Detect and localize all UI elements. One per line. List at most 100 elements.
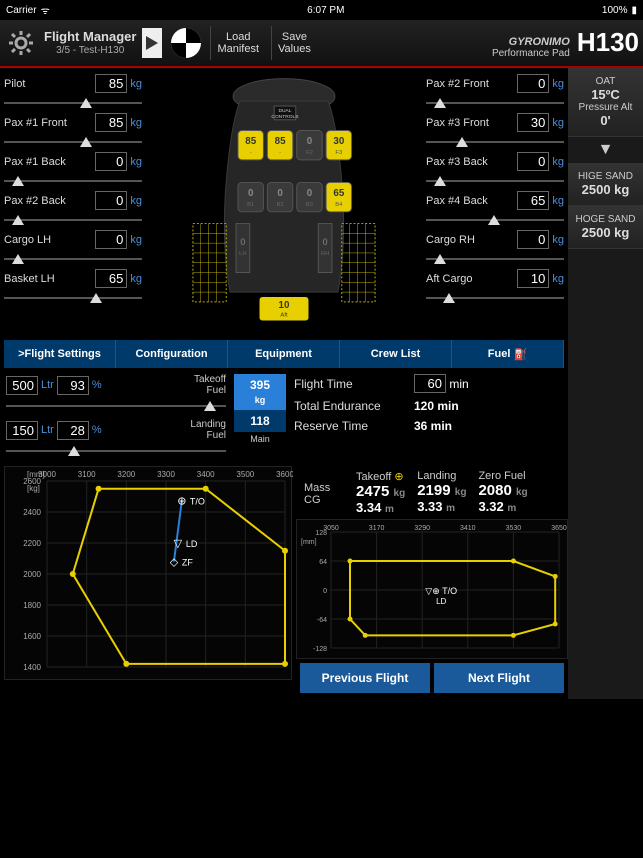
- svg-text:3300: 3300: [157, 470, 175, 479]
- load-label: Pax #4 Back: [426, 195, 514, 207]
- save-values-button[interactable]: Save Values: [271, 26, 317, 60]
- load-label: Pax #3 Front: [426, 117, 514, 129]
- landing-fuel-slider[interactable]: [6, 442, 226, 460]
- svg-text:85: 85: [245, 136, 256, 147]
- load-label: Pax #1 Front: [4, 117, 92, 129]
- load-manifest-button[interactable]: Load Manifest: [210, 26, 265, 60]
- load-value-input[interactable]: 0: [95, 152, 127, 171]
- load-slider[interactable]: [426, 289, 564, 307]
- svg-text:RH: RH: [321, 251, 329, 257]
- svg-text:3600: 3600: [276, 470, 293, 479]
- tab-configuration[interactable]: Configuration: [116, 340, 228, 368]
- load-value-input[interactable]: 0: [517, 152, 549, 171]
- svg-text:LD: LD: [186, 539, 198, 549]
- svg-text:3530: 3530: [506, 525, 522, 532]
- load-slider[interactable]: [426, 250, 564, 268]
- load-label: Pilot: [4, 78, 92, 90]
- load-value-input[interactable]: 0: [517, 74, 549, 93]
- svg-text:CONTROLS: CONTROLS: [271, 114, 299, 120]
- load-value-input[interactable]: 85: [95, 74, 127, 93]
- svg-text:85: 85: [275, 136, 286, 147]
- load-label: Aft Cargo: [426, 273, 514, 285]
- expand-sidebar-icon[interactable]: ▼: [568, 137, 643, 163]
- load-value-input[interactable]: 10: [517, 269, 549, 288]
- svg-text:1800: 1800: [23, 601, 41, 610]
- tab-equipment[interactable]: Equipment: [228, 340, 340, 368]
- play-icon[interactable]: [142, 28, 162, 58]
- load-label: Pax #2 Front: [426, 78, 514, 90]
- svg-text:B1: B1: [247, 202, 254, 208]
- svg-text:F2: F2: [306, 150, 313, 156]
- takeoff-fuel-slider[interactable]: [6, 397, 226, 415]
- load-label: Cargo RH: [426, 234, 514, 246]
- load-slider[interactable]: [4, 289, 142, 307]
- svg-text:LD: LD: [436, 597, 446, 606]
- svg-text:ZF: ZF: [182, 558, 193, 568]
- previous-flight-button[interactable]: Previous Flight: [300, 663, 430, 693]
- load-value-input[interactable]: 30: [517, 113, 549, 132]
- flight-time-input[interactable]: 60: [414, 374, 446, 393]
- svg-text:-128: -128: [313, 646, 327, 653]
- carrier-text: Carrier: [6, 5, 37, 16]
- lateral-cg-chart: 305031703290341035303650-128-64064128[mm…: [296, 519, 568, 659]
- svg-text:0: 0: [307, 188, 313, 199]
- takeoff-fuel-pct: 93: [57, 376, 89, 395]
- load-value-input[interactable]: 85: [95, 113, 127, 132]
- load-slider[interactable]: [426, 133, 564, 151]
- next-flight-button[interactable]: Next Flight: [434, 663, 564, 693]
- landing-fuel-input[interactable]: 150: [6, 421, 38, 440]
- svg-text:3650: 3650: [551, 525, 567, 532]
- svg-text:▽: ▽: [174, 538, 183, 550]
- endurance-value: 120 min: [414, 399, 459, 413]
- svg-text:10: 10: [279, 300, 290, 311]
- load-value-input[interactable]: 65: [95, 269, 127, 288]
- load-slider[interactable]: [4, 94, 142, 112]
- tab-fuel[interactable]: Fuel ⛽: [452, 340, 564, 368]
- svg-text:3170: 3170: [369, 525, 385, 532]
- svg-text:DUAL: DUAL: [278, 108, 291, 114]
- svg-text:0: 0: [248, 188, 254, 199]
- svg-text:0: 0: [240, 237, 245, 247]
- tab-flight-settings[interactable]: Flight Settings: [4, 340, 116, 368]
- load-slider[interactable]: [4, 250, 142, 268]
- load-slider[interactable]: [426, 172, 564, 190]
- oat-block[interactable]: OAT 15ºC Pressure Alt 0': [568, 68, 643, 137]
- load-label: Pax #3 Back: [426, 156, 514, 168]
- svg-text:⊕: ⊕: [177, 495, 186, 507]
- svg-text:3290: 3290: [414, 525, 430, 532]
- load-label: Cargo LH: [4, 234, 92, 246]
- takeoff-fuel-input[interactable]: 500: [6, 376, 38, 395]
- cg-target-icon[interactable]: [168, 25, 204, 61]
- svg-text:3200: 3200: [117, 470, 135, 479]
- landing-fuel-pct: 28: [57, 421, 89, 440]
- svg-text:F3: F3: [335, 150, 342, 156]
- load-value-input[interactable]: 0: [95, 191, 127, 210]
- svg-text:64: 64: [319, 559, 327, 566]
- load-value-input[interactable]: 0: [517, 230, 549, 249]
- svg-text:1600: 1600: [23, 632, 41, 641]
- load-value-input[interactable]: 65: [517, 191, 549, 210]
- load-slider[interactable]: [4, 133, 142, 151]
- svg-text:[mm]: [mm]: [301, 539, 317, 546]
- fuel-bar: 395kg 118 Main: [234, 374, 286, 444]
- settings-gear-icon[interactable]: [4, 26, 38, 60]
- tab-crew-list[interactable]: Crew List: [340, 340, 452, 368]
- svg-text:2200: 2200: [23, 539, 41, 548]
- load-slider[interactable]: [4, 211, 142, 229]
- load-slider[interactable]: [426, 211, 564, 229]
- svg-text:3400: 3400: [197, 470, 215, 479]
- load-slider[interactable]: [4, 172, 142, 190]
- svg-text:▽⊕ T/O: ▽⊕ T/O: [425, 586, 457, 596]
- wifi-icon: ᯤ: [41, 3, 50, 17]
- flight-manager-button[interactable]: Flight Manager 3/5 - Test-H130: [44, 30, 136, 55]
- svg-text:30: 30: [333, 136, 344, 147]
- svg-text:[mm]: [mm]: [27, 470, 45, 479]
- svg-text:LH: LH: [239, 251, 247, 257]
- loading-panel: Pilot85kgPax #1 Front85kgPax #1 Back0kgP…: [0, 68, 568, 338]
- svg-text:-: -: [279, 150, 281, 156]
- load-slider[interactable]: [426, 94, 564, 112]
- load-value-input[interactable]: 0: [95, 230, 127, 249]
- fuel-pump-icon: ⛽: [513, 348, 527, 361]
- svg-text:3100: 3100: [78, 470, 96, 479]
- svg-text:◇: ◇: [170, 557, 179, 569]
